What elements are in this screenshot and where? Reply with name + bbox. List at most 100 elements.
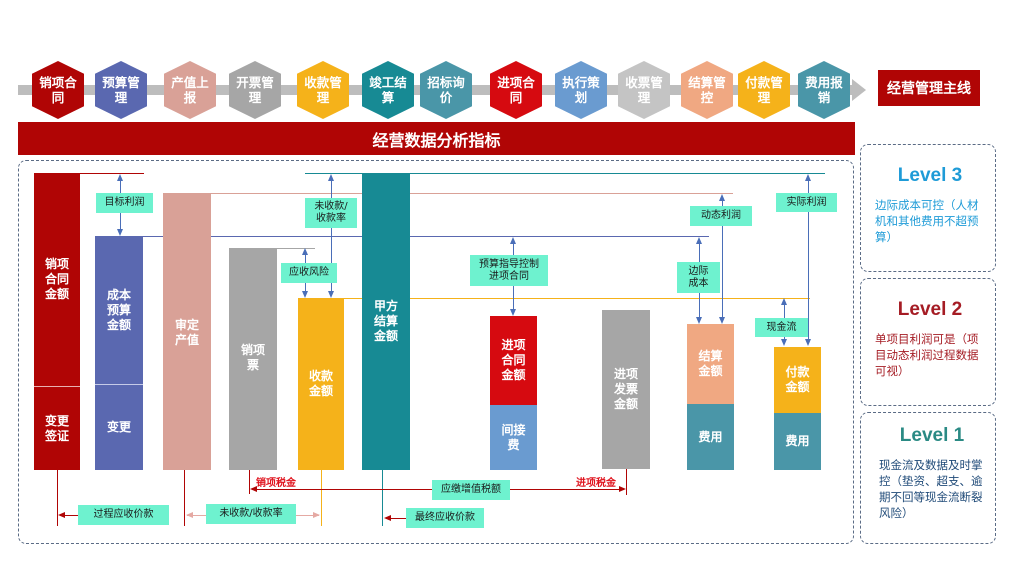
bar-label: 结算金额 bbox=[698, 349, 723, 378]
bar-owner-settlement: 甲方结算金额 bbox=[362, 173, 410, 470]
bar-label: 成本预算金额 bbox=[106, 287, 131, 332]
arrow-left-icon bbox=[250, 486, 257, 492]
purchase-invoice-drop bbox=[626, 469, 628, 495]
step-payment-management[interactable]: 付款管理 bbox=[738, 61, 790, 119]
approved-output-drop bbox=[184, 470, 186, 526]
bar-label: 进项合同金额 bbox=[501, 338, 526, 382]
bar-purchase-contract: 进项合同金额 bbox=[490, 316, 537, 405]
level-1-title: Level 1 bbox=[899, 425, 965, 446]
sales-invoice-drop bbox=[249, 470, 251, 494]
arrow-down-icon bbox=[117, 229, 123, 236]
bar-approved-output: 审定产值 bbox=[163, 193, 211, 470]
arrow-up-icon bbox=[719, 194, 725, 201]
bar-label: 销项合同金额 bbox=[44, 257, 69, 301]
bar-label: 收款金额 bbox=[308, 369, 333, 398]
bar-indirect-cost: 间接费 bbox=[490, 405, 537, 470]
bar-payment-expense: 费用 bbox=[774, 413, 821, 470]
tag-dynamic-profit: 动态利润 bbox=[690, 206, 752, 226]
bar-payment-amount: 付款金额 bbox=[774, 347, 821, 413]
step-purchase-contract[interactable]: 进项合同 bbox=[490, 61, 542, 119]
bar-collection-amount: 收款金额 bbox=[298, 298, 344, 470]
arrow-up-icon bbox=[302, 248, 308, 255]
bar-sales-invoice: 销项票 bbox=[229, 248, 277, 470]
arrow-right-icon bbox=[313, 512, 320, 518]
tag-receivable-risk: 应收风险 bbox=[281, 263, 337, 283]
label-input-tax: 进项税金 bbox=[576, 478, 616, 489]
arrow-left-icon bbox=[186, 512, 193, 518]
level-1-card: Level 1 现金流及数据及时掌控（垫资、超支、逾期不回等现金流断裂风险） bbox=[860, 412, 996, 544]
arrow-down-icon bbox=[510, 309, 516, 316]
arrow-down-icon bbox=[805, 339, 811, 346]
arrow-left-icon bbox=[384, 515, 391, 521]
step-settlement-control[interactable]: 结算管控 bbox=[681, 61, 733, 119]
arrow-up-icon bbox=[117, 174, 123, 181]
sales-contract-drop bbox=[57, 470, 59, 526]
step-invoice-receipt[interactable]: 收票管理 bbox=[618, 61, 670, 119]
tag-cash-flow: 现金流 bbox=[755, 318, 808, 337]
level-2-card: Level 2 单项目利润可是（项目动态利润过程数据可视） bbox=[860, 278, 996, 406]
bar-label: 进项发票金额 bbox=[613, 367, 638, 411]
flow-arrow-icon bbox=[852, 79, 866, 101]
arrow-up-icon bbox=[510, 237, 516, 244]
bar-change: 变更 bbox=[95, 384, 143, 470]
approved-output-line bbox=[163, 193, 733, 195]
bar-settlement-amount: 结算金额 bbox=[687, 324, 734, 404]
step-execution-planning[interactable]: 执行策划 bbox=[555, 61, 607, 119]
bar-cost-budget: 成本预算金额 bbox=[95, 236, 143, 384]
metrics-diagram-panel bbox=[18, 160, 854, 544]
bar-change-visa: 变更签证 bbox=[34, 386, 80, 470]
main-line-label: 经营管理主线 bbox=[878, 70, 980, 106]
arrow-left-icon bbox=[58, 512, 65, 518]
actual-profit-arrow bbox=[808, 177, 810, 340]
owner-settlement-drop bbox=[382, 470, 384, 526]
step-budget-management[interactable]: 预算管理 bbox=[95, 61, 147, 119]
level-1-desc: 现金流及数据及时掌控（垫资、超支、逾期不回等现金流断裂风险） bbox=[879, 458, 983, 520]
step-bidding-inquiry[interactable]: 招标询价 bbox=[420, 61, 472, 119]
collection-drop bbox=[321, 470, 323, 526]
sales-contract-line bbox=[34, 173, 144, 175]
arrow-up-icon bbox=[328, 174, 334, 181]
tag-process-receivable: 过程应收价款 bbox=[78, 505, 169, 525]
step-completion-settlement[interactable]: 竣工结算 bbox=[362, 61, 414, 119]
bar-label: 销项票 bbox=[240, 343, 265, 372]
level-2-desc: 单项目利润可是（项目动态利润过程数据可视） bbox=[875, 332, 979, 378]
tag-vat-payable: 应缴增值税额 bbox=[432, 480, 510, 500]
level-2-title: Level 2 bbox=[897, 299, 963, 320]
step-sales-contract[interactable]: 销项合同 bbox=[32, 61, 84, 119]
level-3-card: Level 3 边际成本可控（人材机和其他费用不超预算） bbox=[860, 144, 996, 272]
arrow-right-icon bbox=[619, 486, 626, 492]
tag-uncollected-rate-bottom: 未收款/收款率 bbox=[206, 504, 296, 524]
process-receivable-arrow bbox=[60, 515, 82, 517]
step-output-report[interactable]: 产值上报 bbox=[164, 61, 216, 119]
arrow-down-icon bbox=[696, 317, 702, 324]
bar-label: 费用 bbox=[698, 429, 723, 444]
bar-label: 变更 bbox=[106, 420, 131, 434]
level-3-desc: 边际成本可控（人材机和其他费用不超预算） bbox=[875, 198, 979, 244]
bar-sales-contract: 销项合同金额 bbox=[34, 173, 80, 386]
owner-settlement-line bbox=[305, 173, 825, 175]
tag-budget-guide: 预算指导控制进项合同 bbox=[470, 255, 548, 286]
bar-label: 费用 bbox=[785, 434, 810, 448]
tag-target-profit: 目标利润 bbox=[96, 193, 153, 213]
tag-marginal-cost: 边际成本 bbox=[677, 262, 720, 293]
bar-label: 付款金额 bbox=[785, 365, 810, 394]
tag-final-receivable: 最终应收价款 bbox=[406, 508, 484, 528]
uncollected-arrow bbox=[331, 178, 333, 292]
step-invoice-management[interactable]: 开票管理 bbox=[229, 61, 281, 119]
step-collection-management[interactable]: 收款管理 bbox=[297, 61, 349, 119]
dynamic-profit-arrow bbox=[722, 197, 724, 318]
step-expense-reimbursement[interactable]: 费用报销 bbox=[798, 61, 850, 119]
bar-label: 审定产值 bbox=[174, 318, 199, 347]
label-output-tax: 销项税金 bbox=[256, 478, 296, 489]
arrow-up-icon bbox=[696, 237, 702, 244]
metrics-header: 经营数据分析指标 bbox=[18, 122, 855, 155]
arrow-down-icon bbox=[302, 291, 308, 298]
arrow-down-icon bbox=[719, 317, 725, 324]
bar-label: 间接费 bbox=[501, 422, 526, 452]
bar-label: 变更签证 bbox=[44, 413, 69, 443]
arrow-up-icon bbox=[805, 174, 811, 181]
tag-actual-profit: 实际利润 bbox=[776, 193, 837, 212]
final-receivable-arrow bbox=[386, 518, 408, 520]
bar-label: 甲方结算金额 bbox=[373, 299, 398, 343]
tag-uncollected-rate-top: 未收款/收款率 bbox=[305, 198, 357, 228]
